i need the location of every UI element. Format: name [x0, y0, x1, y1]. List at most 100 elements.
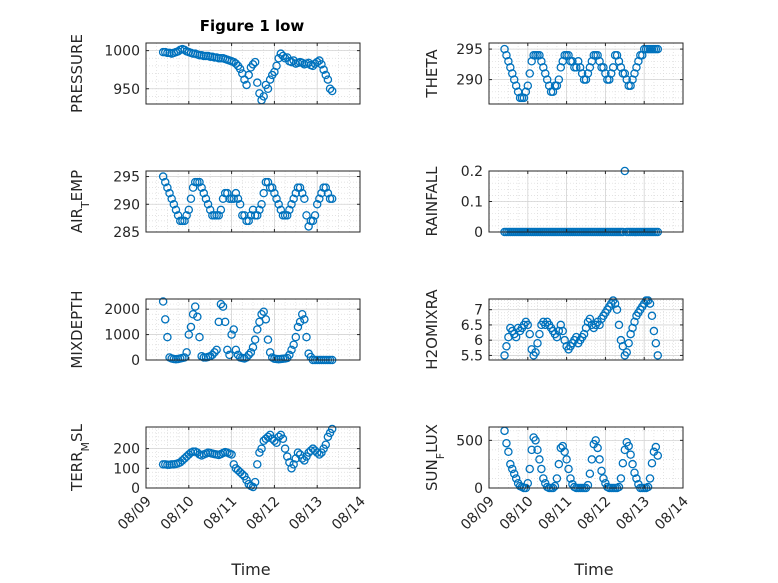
x-tick-label: 08/14	[652, 493, 692, 533]
subplot-rainfall: 0 0.1 0.2 RAINFALL	[423, 164, 684, 241]
data-point	[297, 309, 307, 319]
data-point	[253, 211, 262, 220]
x-tick-label: 08/13	[613, 494, 653, 534]
data-point	[525, 329, 534, 339]
data-point	[508, 464, 517, 474]
data-point	[285, 205, 294, 215]
data-point	[297, 58, 307, 68]
data-point	[614, 482, 624, 492]
x-tick-label: 08/09	[458, 494, 498, 534]
data-point	[163, 183, 172, 192]
data-point	[302, 332, 311, 342]
data-point	[321, 440, 331, 449]
data-point	[184, 205, 194, 215]
data-point	[300, 194, 309, 203]
data-point	[263, 84, 273, 94]
data-point	[257, 200, 266, 209]
data-point	[295, 317, 305, 327]
y-tick-label: 1000	[104, 44, 140, 60]
data-point	[272, 61, 281, 71]
data-series	[158, 297, 337, 365]
y-tick-label: 100	[113, 461, 140, 477]
data-point	[173, 211, 183, 220]
data-point	[599, 474, 608, 483]
data-point	[525, 69, 534, 78]
data-point	[250, 335, 260, 344]
data-point	[244, 216, 253, 226]
data-point	[223, 345, 232, 355]
subplot-mixdepth: 0 1000 2000 MIXDEPTH	[68, 290, 361, 369]
y-tick-label: 950	[113, 82, 140, 98]
data-point	[171, 205, 181, 215]
data-point	[270, 188, 279, 198]
data-point	[250, 477, 260, 487]
data-point	[297, 454, 307, 463]
data-point	[188, 309, 198, 319]
data-point	[216, 205, 226, 215]
data-point	[593, 443, 602, 453]
data-point	[310, 211, 320, 220]
data-point	[259, 188, 268, 198]
data-point	[190, 302, 200, 311]
data-point	[321, 70, 331, 80]
data-point	[653, 351, 663, 360]
data-point	[651, 442, 661, 452]
data-point	[653, 44, 663, 54]
data-series	[158, 424, 337, 492]
data-point	[315, 194, 324, 203]
data-point	[248, 205, 258, 215]
data-point	[558, 326, 567, 336]
data-point	[282, 211, 292, 220]
data-point	[253, 78, 262, 87]
data-point	[645, 299, 655, 308]
data-point	[274, 54, 283, 63]
axes-box	[145, 298, 361, 361]
data-point	[278, 51, 288, 61]
data-point	[235, 200, 245, 209]
data-point	[265, 75, 275, 84]
data-point	[244, 70, 253, 80]
data-point	[291, 188, 301, 198]
data-point	[527, 445, 536, 455]
data-point	[327, 424, 337, 434]
axes-box	[488, 42, 684, 105]
data-point	[287, 57, 296, 67]
data-point	[649, 326, 659, 336]
subplot-theta: 290 295 THETA	[423, 42, 684, 105]
data-point	[552, 474, 562, 483]
data-point	[259, 307, 268, 316]
data-point	[325, 84, 335, 94]
data-point	[201, 194, 211, 203]
data-point	[223, 188, 232, 198]
data-point	[511, 332, 521, 342]
data-point	[216, 299, 226, 309]
x-tick-label: 08/09	[115, 494, 155, 534]
data-point	[225, 350, 234, 360]
data-point	[566, 474, 575, 483]
data-point	[533, 338, 542, 348]
data-point	[231, 345, 241, 355]
data-point	[531, 348, 540, 357]
axes-box	[145, 170, 361, 233]
data-point	[323, 188, 333, 198]
data-point	[280, 444, 290, 453]
data-point	[300, 315, 309, 324]
data-point	[312, 200, 322, 209]
data-point	[263, 177, 273, 187]
y-tick-label: 0	[474, 481, 483, 497]
y-tick-label: 290	[456, 73, 483, 89]
data-point	[231, 188, 241, 198]
axes-box	[488, 426, 684, 489]
data-point	[616, 474, 626, 483]
x-tick-label: 08/13	[286, 494, 326, 534]
data-point	[242, 80, 251, 90]
y-tick-label: 285	[113, 225, 140, 241]
x-tick-label: 08/12	[243, 494, 283, 534]
data-point	[523, 320, 533, 330]
axes-box	[145, 426, 361, 489]
subplot-terr_msl: 0 100 200 08/09 08/10 08/11 08/12 08/13 08/14 TER…	[68, 423, 369, 533]
data-point	[227, 330, 236, 339]
y-tick-label: 2000	[104, 302, 140, 318]
data-series	[158, 172, 337, 231]
